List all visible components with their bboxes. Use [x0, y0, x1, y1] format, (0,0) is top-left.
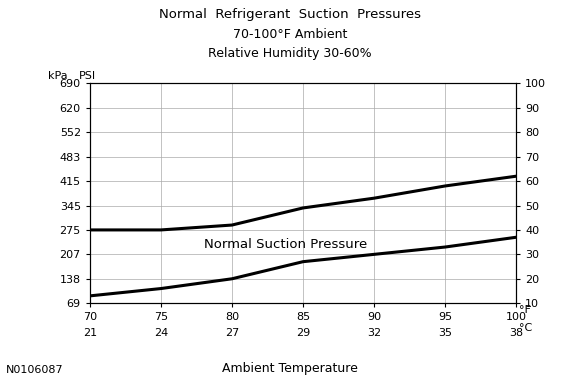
- Text: PSI: PSI: [78, 72, 96, 81]
- Text: Relative Humidity 30-60%: Relative Humidity 30-60%: [208, 47, 372, 60]
- Text: Normal Suction Pressure: Normal Suction Pressure: [204, 238, 367, 251]
- Text: Ambient Temperature: Ambient Temperature: [222, 362, 358, 375]
- Text: N0106087: N0106087: [6, 365, 63, 375]
- Text: °F: °F: [519, 305, 531, 315]
- Text: °C: °C: [519, 323, 532, 333]
- Text: 70-100°F Ambient: 70-100°F Ambient: [233, 28, 347, 41]
- Text: kPa: kPa: [48, 72, 68, 81]
- Text: Normal  Refrigerant  Suction  Pressures: Normal Refrigerant Suction Pressures: [159, 8, 421, 20]
